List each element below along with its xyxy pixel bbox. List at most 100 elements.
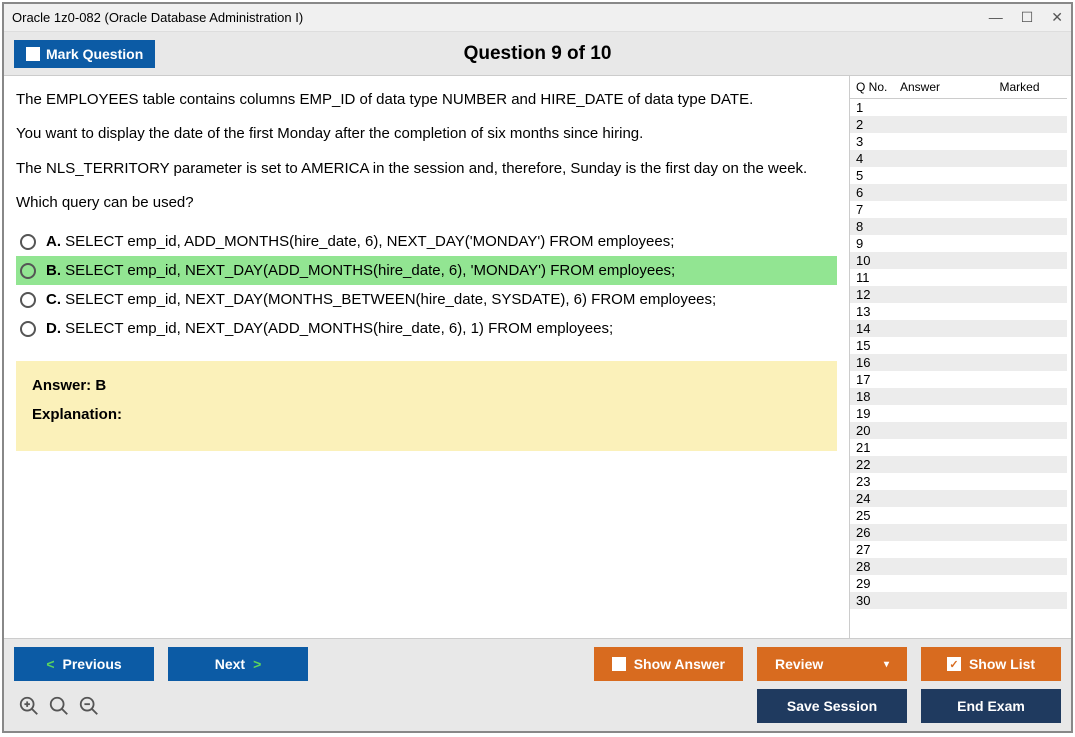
question-list-row[interactable]: 29 <box>850 575 1067 592</box>
show-answer-button[interactable]: Show Answer <box>594 647 743 681</box>
question-list-row[interactable]: 11 <box>850 269 1067 286</box>
question-list-row[interactable]: 27 <box>850 541 1067 558</box>
question-list-row[interactable]: 15 <box>850 337 1067 354</box>
end-exam-button[interactable]: End Exam <box>921 689 1061 723</box>
zoom-reset-icon[interactable] <box>18 695 40 717</box>
footer-row-1: < Previous Next > Show Answer Review ▾ <box>14 647 1061 681</box>
answer-choice[interactable]: A. SELECT emp_id, ADD_MONTHS(hire_date, … <box>16 227 837 256</box>
question-list-row[interactable]: 20 <box>850 422 1067 439</box>
choice-text: C. SELECT emp_id, NEXT_DAY(MONTHS_BETWEE… <box>46 291 716 308</box>
answer-choice[interactable]: D. SELECT emp_id, NEXT_DAY(ADD_MONTHS(hi… <box>16 314 837 343</box>
footer-actions-1: Show Answer Review ▾ ✓ Show List <box>594 647 1061 681</box>
close-icon[interactable]: ✕ <box>1051 9 1063 26</box>
row-qno: 30 <box>856 593 900 608</box>
maximize-icon[interactable]: ☐ <box>1021 9 1034 26</box>
review-button[interactable]: Review ▾ <box>757 647 907 681</box>
row-qno: 24 <box>856 491 900 506</box>
radio-icon[interactable] <box>20 263 36 279</box>
question-list-row[interactable]: 1 <box>850 99 1067 116</box>
question-counter: Question 9 of 10 <box>4 43 1071 65</box>
question-list-row[interactable]: 26 <box>850 524 1067 541</box>
row-qno: 13 <box>856 304 900 319</box>
explanation-label: Explanation: <box>32 406 821 423</box>
question-list-row[interactable]: 8 <box>850 218 1067 235</box>
answer-choice[interactable]: B. SELECT emp_id, NEXT_DAY(ADD_MONTHS(hi… <box>16 256 837 285</box>
radio-icon[interactable] <box>20 292 36 308</box>
question-list-row[interactable]: 30 <box>850 592 1067 609</box>
mark-question-label: Mark Question <box>46 46 143 62</box>
row-qno: 18 <box>856 389 900 404</box>
row-qno: 22 <box>856 457 900 472</box>
question-list-row[interactable]: 4 <box>850 150 1067 167</box>
question-list-row[interactable]: 18 <box>850 388 1067 405</box>
question-text: The EMPLOYEES table contains columns EMP… <box>16 90 837 213</box>
header-marked: Marked <box>978 80 1061 94</box>
radio-icon[interactable] <box>20 234 36 250</box>
question-list-row[interactable]: 12 <box>850 286 1067 303</box>
question-list-row[interactable]: 6 <box>850 184 1067 201</box>
choice-text: A. SELECT emp_id, ADD_MONTHS(hire_date, … <box>46 233 674 250</box>
save-session-button[interactable]: Save Session <box>757 689 907 723</box>
row-qno: 11 <box>856 270 900 285</box>
question-list-row[interactable]: 14 <box>850 320 1067 337</box>
row-qno: 8 <box>856 219 900 234</box>
show-answer-label: Show Answer <box>634 656 725 672</box>
question-list-pane: Q No. Answer Marked 12345678910111213141… <box>849 76 1067 638</box>
question-list-rows[interactable]: 1234567891011121314151617181920212223242… <box>850 99 1067 638</box>
row-qno: 15 <box>856 338 900 353</box>
radio-icon[interactable] <box>20 321 36 337</box>
chevron-left-icon: < <box>46 656 54 672</box>
choice-text: B. SELECT emp_id, NEXT_DAY(ADD_MONTHS(hi… <box>46 262 675 279</box>
question-list-row[interactable]: 28 <box>850 558 1067 575</box>
zoom-out-icon[interactable] <box>78 695 100 717</box>
show-list-button[interactable]: ✓ Show List <box>921 647 1061 681</box>
question-list-row[interactable]: 13 <box>850 303 1067 320</box>
zoom-in-icon[interactable] <box>48 695 70 717</box>
row-qno: 7 <box>856 202 900 217</box>
row-qno: 28 <box>856 559 900 574</box>
question-paragraph: Which query can be used? <box>16 193 837 213</box>
question-list-row[interactable]: 22 <box>850 456 1067 473</box>
question-list-row[interactable]: 10 <box>850 252 1067 269</box>
answer-choices: A. SELECT emp_id, ADD_MONTHS(hire_date, … <box>16 227 837 343</box>
main-area: The EMPLOYEES table contains columns EMP… <box>4 76 1071 638</box>
answer-label: Answer: B <box>32 377 821 394</box>
question-list-row[interactable]: 2 <box>850 116 1067 133</box>
window-controls: — ☐ ✕ <box>989 9 1063 26</box>
question-pane: The EMPLOYEES table contains columns EMP… <box>4 76 849 638</box>
row-qno: 1 <box>856 100 900 115</box>
end-exam-label: End Exam <box>957 698 1025 714</box>
question-list-row[interactable]: 3 <box>850 133 1067 150</box>
window-title: Oracle 1z0-082 (Oracle Database Administ… <box>12 10 303 25</box>
row-qno: 20 <box>856 423 900 438</box>
show-list-label: Show List <box>969 656 1035 672</box>
previous-button[interactable]: < Previous <box>14 647 154 681</box>
question-list-row[interactable]: 7 <box>850 201 1067 218</box>
row-qno: 6 <box>856 185 900 200</box>
review-label: Review <box>775 656 823 672</box>
question-list-header: Q No. Answer Marked <box>850 76 1067 99</box>
question-list-row[interactable]: 5 <box>850 167 1067 184</box>
row-qno: 17 <box>856 372 900 387</box>
question-list-row[interactable]: 17 <box>850 371 1067 388</box>
row-qno: 19 <box>856 406 900 421</box>
minimize-icon[interactable]: — <box>989 9 1003 26</box>
header-answer: Answer <box>900 80 978 94</box>
next-button[interactable]: Next > <box>168 647 308 681</box>
row-qno: 5 <box>856 168 900 183</box>
header-qno: Q No. <box>856 80 900 94</box>
question-list-row[interactable]: 19 <box>850 405 1067 422</box>
mark-question-button[interactable]: Mark Question <box>14 40 155 68</box>
question-list-row[interactable]: 9 <box>850 235 1067 252</box>
row-qno: 23 <box>856 474 900 489</box>
answer-choice[interactable]: C. SELECT emp_id, NEXT_DAY(MONTHS_BETWEE… <box>16 285 837 314</box>
question-list-row[interactable]: 16 <box>850 354 1067 371</box>
question-list-row[interactable]: 21 <box>850 439 1067 456</box>
question-list-row[interactable]: 24 <box>850 490 1067 507</box>
zoom-controls <box>14 695 100 717</box>
question-list-row[interactable]: 25 <box>850 507 1067 524</box>
question-list-row[interactable]: 23 <box>850 473 1067 490</box>
chevron-right-icon: > <box>253 656 261 672</box>
footer: < Previous Next > Show Answer Review ▾ <box>4 638 1071 731</box>
checkbox-checked-icon: ✓ <box>947 657 961 671</box>
